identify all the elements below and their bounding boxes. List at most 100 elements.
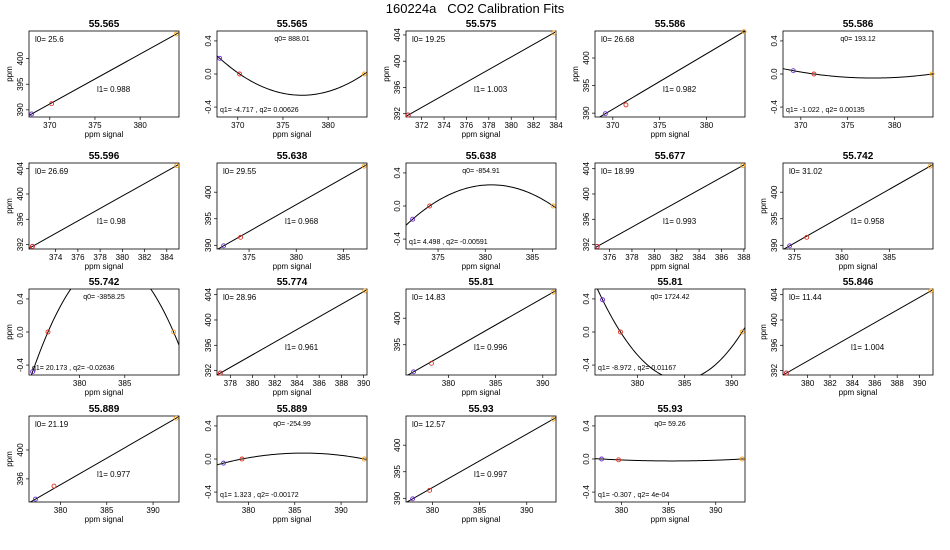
x-tick-label: 390	[520, 506, 534, 515]
x-tick-label: 382	[823, 379, 837, 388]
calibration-panel: 55.742 375 380 385 390 395 400 ppm signal ppm l0=…	[759, 151, 934, 271]
x-tick-label: 380	[290, 253, 304, 262]
y-tick-label: -0.4	[582, 485, 591, 499]
calibration-panel: 55.586 370 375 380 390 395 400 ppm signal ppm l0=…	[571, 19, 747, 139]
y-tick-label: 396	[770, 338, 779, 352]
plot-frame	[782, 288, 934, 376]
calibration-panel: 55.774 378 380 382 384 386 388 390 392 396 400 404 p…	[204, 277, 371, 397]
x-tick-label: 382	[268, 379, 282, 388]
x-tick-label: 380	[54, 506, 68, 515]
panel-title: 55.638	[277, 151, 308, 162]
fit-line	[406, 31, 556, 117]
calibration-point	[790, 68, 796, 74]
calibration-point	[29, 111, 35, 117]
x-tick-label: 380	[835, 253, 849, 262]
x-tick-label: 380	[242, 506, 256, 515]
panel-title: 55.81	[468, 277, 493, 288]
y-tick-label: 404	[582, 161, 591, 175]
y-tick-label: 395	[393, 338, 402, 352]
calibration-point	[217, 370, 223, 376]
calibration-point	[221, 460, 226, 466]
x-tick-label: 385	[678, 379, 692, 388]
calibration-panel: 55.586 370 375 380 -0.4 0.0 0.4 q0= 193.12 q1= -…	[770, 19, 935, 130]
y-tick-label: 390	[770, 238, 779, 252]
y-tick-label: 0.4	[16, 293, 25, 305]
x-axis-label: ppm signal	[462, 515, 501, 524]
calibration-panel: 55.846 380 382 384 386 388 390 392 396 400 404 ppm …	[759, 277, 934, 397]
slope-label: l1= 0.98	[97, 217, 126, 226]
calibration-point	[217, 55, 223, 61]
panel-title: 55.575	[466, 19, 497, 30]
figure-title: 160224a CO2 Calibration Fits	[385, 1, 565, 16]
calibration-point	[237, 71, 243, 77]
plot-frame	[594, 30, 746, 118]
panel-title: 55.638	[466, 151, 497, 162]
calibration-point	[173, 31, 179, 37]
calibration-point	[616, 457, 622, 463]
calibration-panel: 55.638 375 380 385 390 395 400 ppm signal l0= 29…	[204, 151, 368, 271]
intercept-label: l0= 26.68	[601, 35, 635, 44]
y-tick-label: 395	[204, 212, 213, 226]
y-tick-label: 0.0	[393, 200, 402, 212]
x-tick-label: 388	[335, 379, 349, 388]
y-axis-label: ppm	[759, 198, 768, 214]
q1-q2-label: q1= -8.972 , q2= 0.01167	[598, 365, 676, 372]
q1-q2-label: q1= 1.323 , q2= -0.00172	[220, 492, 299, 499]
calibration-point	[427, 203, 433, 209]
y-tick-label: -0.4	[582, 358, 591, 372]
x-axis-label: ppm signal	[273, 130, 312, 139]
x-tick-label: 385	[662, 506, 676, 515]
panel-title: 55.93	[657, 404, 682, 415]
y-tick-label: -0.4	[16, 358, 25, 372]
x-tick-label: 390	[357, 379, 371, 388]
y-tick-label: 392	[582, 237, 591, 251]
slope-label: l1= 0.961	[285, 343, 319, 352]
fit-line	[29, 32, 179, 116]
x-tick-label: 370	[606, 121, 620, 130]
slope-label: l1= 0.977	[97, 470, 131, 479]
y-tick-label: -0.4	[393, 232, 402, 246]
plot-frame	[28, 288, 180, 376]
x-tick-label: 380	[73, 379, 87, 388]
x-axis-label: ppm signal	[839, 262, 878, 271]
calibration-point	[171, 329, 177, 335]
y-tick-label: 400	[393, 438, 402, 452]
y-tick-label: -0.4	[204, 485, 213, 499]
calibration-panel: 55.575 372 374 376 378 380 382 384 392 396 400 404 p…	[382, 19, 563, 139]
intercept-label: l0= 12.57	[412, 420, 446, 429]
calibration-point	[602, 111, 608, 117]
x-axis-label: ppm signal	[651, 130, 690, 139]
x-tick-label: 390	[725, 379, 739, 388]
x-tick-label: 372	[415, 121, 429, 130]
x-tick-label: 380	[648, 253, 662, 262]
slope-label: l1= 0.996	[474, 343, 508, 352]
x-tick-label: 390	[536, 379, 550, 388]
calibration-point	[29, 244, 35, 249]
x-axis-label: ppm signal	[839, 388, 878, 397]
plot-frame	[594, 288, 746, 376]
fit-curve	[595, 458, 745, 462]
y-tick-label: 400	[582, 51, 591, 65]
x-tick-label: 376	[603, 253, 617, 262]
y-tick-label: 404	[393, 28, 402, 42]
x-axis-label: ppm signal	[85, 388, 124, 397]
intercept-label: l0= 19.25	[412, 35, 446, 44]
x-axis-label: ppm signal	[462, 388, 501, 397]
x-tick-label: 388	[890, 379, 904, 388]
calibration-panel: 55.677 376 378 380 382 384 386 388 392 396 400 404 p…	[582, 151, 751, 271]
x-axis-label: ppm signal	[273, 262, 312, 271]
y-tick-label: 0.4	[582, 293, 591, 305]
calibration-point	[411, 369, 416, 375]
calibration-point	[599, 456, 605, 462]
y-tick-label: 0.0	[16, 326, 25, 338]
calibration-point	[30, 369, 36, 375]
intercept-label: l0= 26.69	[35, 167, 69, 176]
calibration-point	[45, 329, 51, 335]
y-tick-label: 390	[16, 103, 25, 117]
calibration-panel: 55.81 380 385 390 395 400 ppm signal l0= 14.83 l…	[393, 277, 557, 397]
q1-q2-label: q1= 20.173 , q2= -0.02636	[32, 365, 115, 372]
x-tick-label: 375	[841, 121, 855, 130]
x-tick-label: 380	[801, 379, 815, 388]
x-tick-label: 380	[700, 121, 714, 130]
